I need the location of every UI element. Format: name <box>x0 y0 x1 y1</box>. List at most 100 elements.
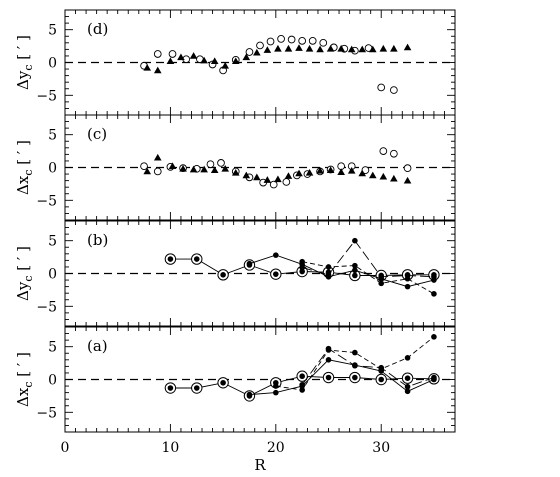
data-point <box>153 167 162 176</box>
data-point <box>253 173 261 181</box>
data-point <box>431 334 437 340</box>
data-point-dot <box>220 272 226 278</box>
data-point <box>404 383 411 390</box>
data-point <box>191 382 203 394</box>
data-point-dot <box>325 374 332 381</box>
data-point <box>143 167 152 175</box>
data-point <box>368 45 377 53</box>
data-point <box>431 374 437 381</box>
data-point <box>403 176 412 184</box>
data-point <box>349 371 361 384</box>
data-point <box>242 53 251 61</box>
data-point <box>273 383 279 389</box>
data-point <box>210 166 219 173</box>
data-point <box>431 291 437 297</box>
series-line <box>302 239 434 278</box>
series-1 <box>143 43 412 74</box>
data-point <box>352 262 358 269</box>
y-axis-label: Δxc [ ′ ] <box>14 140 35 195</box>
y-axis-label: Δyc [ ′ ] <box>14 246 35 301</box>
data-point <box>337 44 345 52</box>
data-point <box>217 377 229 389</box>
data-point <box>326 44 335 52</box>
data-point-dot <box>193 385 200 391</box>
y-tick-label: 0 <box>48 161 57 177</box>
data-point <box>273 252 279 258</box>
data-point <box>153 66 162 74</box>
data-point <box>378 273 385 280</box>
series-line <box>302 261 435 295</box>
data-point-dot <box>167 256 174 262</box>
data-point <box>352 267 358 274</box>
data-point <box>242 171 251 179</box>
data-point <box>282 178 291 186</box>
data-point <box>404 355 411 361</box>
series-line <box>249 359 435 396</box>
data-point <box>217 159 225 167</box>
y-axis-label: Δyc [ ′ ] <box>14 35 35 90</box>
data-point <box>140 162 148 171</box>
data-point <box>390 149 398 158</box>
data-point <box>352 237 358 244</box>
y-tick-label: −5 <box>36 405 57 421</box>
data-point <box>217 269 229 281</box>
data-point <box>270 268 282 280</box>
y-tick-label: −5 <box>36 88 57 104</box>
data-point <box>390 86 398 94</box>
data-point <box>221 61 230 69</box>
panel-label: (a) <box>87 337 108 355</box>
data-point <box>347 166 356 174</box>
x-tick-label: 30 <box>372 440 390 456</box>
series-3 <box>299 345 437 390</box>
data-point <box>273 389 279 396</box>
panel-label: (b) <box>87 231 108 249</box>
y-tick-label: 0 <box>48 56 57 72</box>
y-tick-label: −5 <box>36 299 57 315</box>
data-point-dot <box>220 379 226 386</box>
panel-label: (d) <box>87 20 108 38</box>
data-point <box>206 160 215 169</box>
data-point <box>390 44 398 52</box>
data-point <box>322 371 335 384</box>
data-point <box>168 50 177 58</box>
data-point <box>305 168 314 176</box>
data-point <box>379 44 388 52</box>
data-point-dot <box>299 373 305 380</box>
x-axis: R 0 10 20 30 <box>61 440 391 474</box>
data-point <box>299 264 305 271</box>
data-point <box>231 168 240 176</box>
data-point <box>316 45 324 53</box>
data-point <box>325 272 332 278</box>
data-point <box>266 37 275 46</box>
data-point <box>403 164 412 173</box>
data-point <box>256 41 264 50</box>
data-point <box>368 171 377 179</box>
data-point <box>299 387 305 393</box>
y-tick-label: 5 <box>48 128 57 144</box>
series-line <box>301 348 435 388</box>
series-line <box>249 254 435 288</box>
data-point <box>404 272 411 279</box>
y-tick-label: −5 <box>36 193 57 209</box>
data-point <box>143 63 152 71</box>
data-point <box>352 362 358 369</box>
data-point <box>231 57 240 65</box>
data-point <box>200 56 208 64</box>
data-point <box>221 165 230 172</box>
data-point <box>277 35 285 43</box>
data-point <box>164 253 177 265</box>
data-point-dot <box>404 375 411 381</box>
data-point <box>296 370 308 382</box>
series-1 <box>143 153 412 184</box>
data-point <box>253 48 261 56</box>
data-point <box>298 36 307 45</box>
data-point <box>299 258 305 265</box>
data-point <box>377 83 386 92</box>
x-axis-label: R <box>254 456 266 474</box>
data-point <box>274 44 282 52</box>
y-tick-label: 0 <box>48 373 57 389</box>
data-point <box>401 372 414 384</box>
data-point <box>404 283 411 290</box>
y-axis-label: Δxc [ ′ ] <box>14 352 35 407</box>
data-point <box>378 280 385 287</box>
